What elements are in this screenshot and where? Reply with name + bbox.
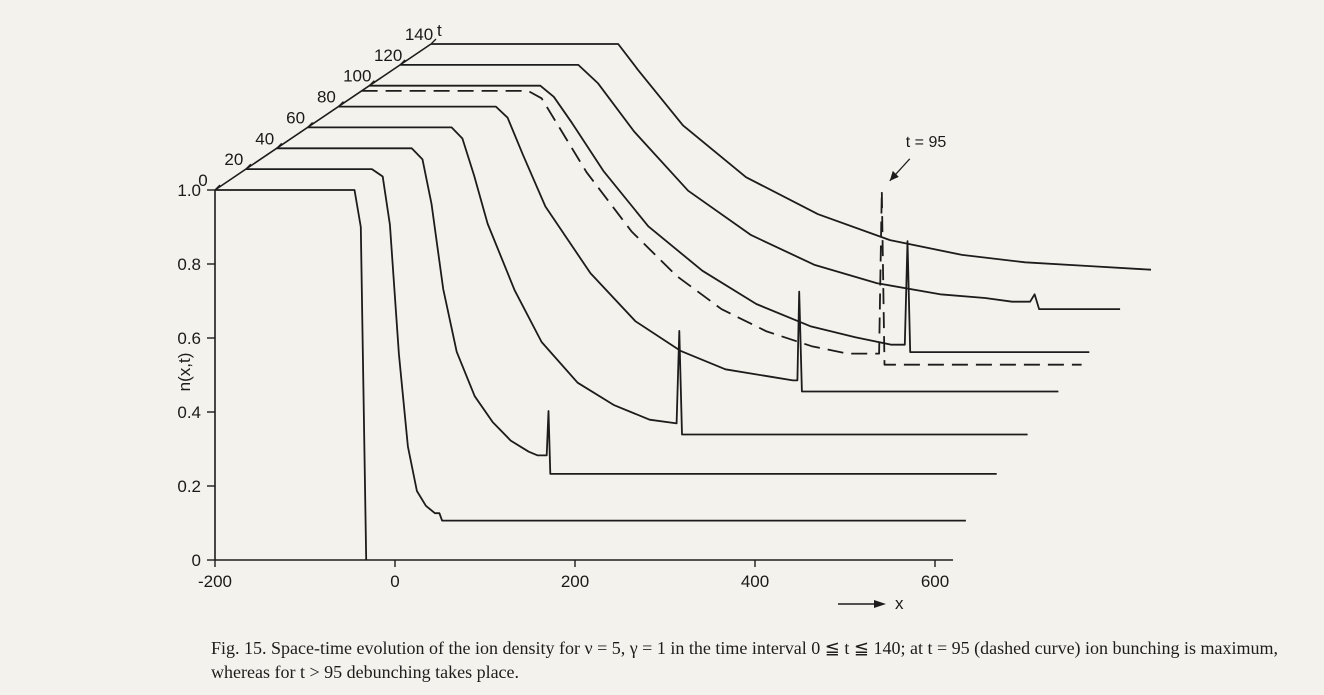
curve-t95 xyxy=(361,90,1082,366)
t-tick-label: 0 xyxy=(198,171,207,190)
curve-t40 xyxy=(276,147,997,475)
curve-t140 xyxy=(431,43,1152,271)
t-tick-label: 100 xyxy=(343,67,371,86)
t-tick-label: 20 xyxy=(224,150,243,169)
curve-t0 xyxy=(215,189,368,561)
curve-t60 xyxy=(307,126,1028,436)
x-arrow-head xyxy=(874,600,886,608)
x-tick-label: 400 xyxy=(741,572,769,591)
curves xyxy=(215,43,1152,561)
y-tick-label: 0.6 xyxy=(177,329,201,348)
x-tick-label: -200 xyxy=(198,572,232,591)
curve-t100 xyxy=(369,84,1090,353)
t-tick-label: 140 xyxy=(405,25,433,44)
x-tick-label: 600 xyxy=(921,572,949,591)
t-axis-label: t xyxy=(437,21,442,40)
annotation-label: t = 95 xyxy=(906,134,947,151)
y-axis-label: n(x,t) xyxy=(175,353,194,392)
figure-15-chart: 0 0.2 0.4 0.6 0.8 1.0 -200 0 200 400 600 0 20 40 60 80 1… xyxy=(175,21,1152,613)
t-tick-label: 60 xyxy=(286,108,305,127)
y-tick-label: 0 xyxy=(192,551,201,570)
curve-t20 xyxy=(245,168,966,522)
x-tick-label: 0 xyxy=(390,572,399,591)
y-tick-label: 0.8 xyxy=(177,255,201,274)
annotation-arrow-head xyxy=(889,170,899,181)
labels: 0 0.2 0.4 0.6 0.8 1.0 -200 0 200 400 600 0 20 40 60 80 1… xyxy=(175,21,949,613)
curve-t120 xyxy=(400,64,1121,310)
t-tick-label: 80 xyxy=(317,88,336,107)
y-tick-label: 1.0 xyxy=(177,181,201,200)
x-axis-label: x xyxy=(895,594,904,613)
y-tick-label: 0.4 xyxy=(177,403,201,422)
x-tick-label: 200 xyxy=(561,572,589,591)
figure-caption: Fig. 15. Space-time evolution of the ion… xyxy=(211,638,1279,682)
curve-t80 xyxy=(338,105,1059,393)
t-tick-label: 40 xyxy=(255,129,274,148)
t-axis-line xyxy=(214,43,432,191)
y-tick-label: 0.2 xyxy=(177,477,201,496)
axes xyxy=(207,38,953,608)
t-tick-label: 120 xyxy=(374,46,402,65)
